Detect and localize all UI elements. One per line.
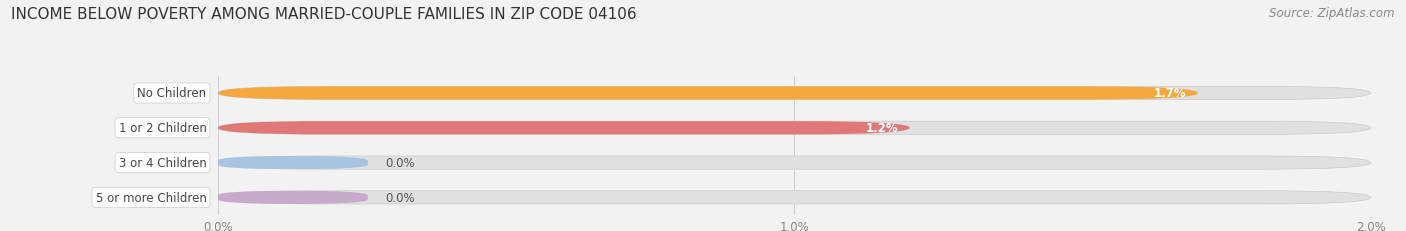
Text: INCOME BELOW POVERTY AMONG MARRIED-COUPLE FAMILIES IN ZIP CODE 04106: INCOME BELOW POVERTY AMONG MARRIED-COUPL… [11,7,637,22]
Text: 1.2%: 1.2% [866,122,898,135]
Text: 1 or 2 Children: 1 or 2 Children [118,122,207,135]
Text: No Children: No Children [138,87,207,100]
Text: Source: ZipAtlas.com: Source: ZipAtlas.com [1270,7,1395,20]
Text: 5 or more Children: 5 or more Children [96,191,207,204]
Text: 0.0%: 0.0% [385,191,415,204]
FancyBboxPatch shape [218,156,1371,170]
Text: 0.0%: 0.0% [385,156,415,169]
FancyBboxPatch shape [218,87,1198,100]
FancyBboxPatch shape [218,156,368,170]
FancyBboxPatch shape [218,191,368,204]
FancyBboxPatch shape [218,191,1371,204]
FancyBboxPatch shape [218,122,910,135]
Text: 3 or 4 Children: 3 or 4 Children [118,156,207,169]
FancyBboxPatch shape [218,122,1371,135]
Text: 1.7%: 1.7% [1154,87,1187,100]
FancyBboxPatch shape [218,87,1371,100]
